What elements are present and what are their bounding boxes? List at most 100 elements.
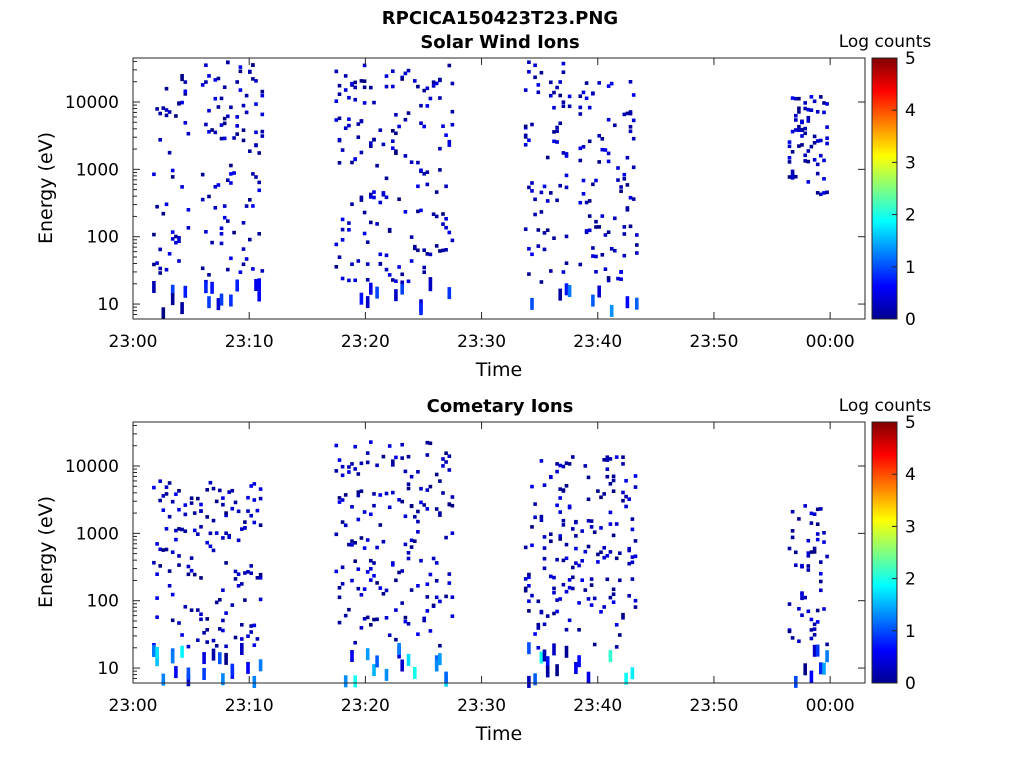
heatmap-cell: [422, 265, 426, 270]
heatmap-cell: [347, 95, 351, 100]
heatmap-cell: [233, 635, 238, 640]
heatmap-cell: [347, 470, 351, 474]
heatmap-cell: [523, 588, 528, 593]
heatmap-cell: [204, 80, 208, 84]
heatmap-cell: [794, 563, 798, 567]
heatmap-cell: [222, 204, 227, 208]
heatmap-cell: [170, 651, 175, 664]
heatmap-cell: [394, 151, 398, 155]
heatmap-cell: [564, 234, 569, 239]
heatmap-cell: [797, 128, 801, 132]
heatmap-cell: [369, 512, 373, 517]
heatmap-cell: [552, 139, 556, 144]
heatmap-cell: [555, 129, 559, 133]
heatmap-cell: [218, 652, 222, 665]
heatmap-cell: [549, 93, 553, 98]
heatmap-cell: [199, 612, 203, 616]
heatmap-cell: [177, 102, 181, 106]
heatmap-cell: [183, 503, 188, 507]
heatmap-cell: [359, 461, 364, 466]
heatmap-cell: [527, 60, 531, 64]
heatmap-cell: [251, 172, 255, 176]
heatmap-cell: [574, 561, 578, 565]
heatmap-cell: [614, 645, 619, 649]
heatmap-cell: [523, 88, 528, 92]
colorbar-title: Log counts: [839, 396, 932, 416]
heatmap-cell: [416, 584, 420, 588]
heatmap-cell: [337, 500, 342, 504]
heatmap-cell: [450, 81, 455, 86]
heatmap-cell: [603, 148, 608, 152]
heatmap-cell: [219, 123, 224, 127]
heatmap-cell: [200, 83, 205, 87]
heatmap-cell: [207, 108, 211, 113]
heatmap-cell: [564, 185, 569, 190]
heatmap-cell: [800, 564, 804, 569]
heatmap-cell: [391, 84, 395, 89]
heatmap-cell: [381, 539, 386, 544]
heatmap-cell: [633, 539, 638, 543]
heatmap-cell: [391, 563, 395, 567]
heatmap-cell: [189, 608, 194, 612]
heatmap-cell: [555, 598, 559, 602]
heatmap-cell: [630, 560, 635, 565]
heatmap-cell: [155, 542, 159, 546]
heatmap-cell: [447, 502, 452, 506]
heatmap-cell: [581, 178, 586, 183]
heatmap-cell: [605, 554, 610, 558]
heatmap-cell: [539, 210, 544, 214]
heatmap-cell: [600, 214, 605, 218]
heatmap-cell: [571, 586, 575, 591]
heatmap-cell: [183, 121, 188, 125]
heatmap-cell: [375, 655, 379, 668]
heatmap-cell: [204, 281, 208, 294]
heatmap-cell: [186, 644, 191, 649]
heatmap-cell: [450, 238, 455, 243]
heatmap-cell: [372, 195, 376, 200]
heatmap-cell: [812, 141, 817, 145]
heatmap-cell: [539, 651, 544, 664]
heatmap-cell: [186, 667, 191, 680]
heatmap-cell: [391, 490, 395, 495]
heatmap-cell: [416, 632, 420, 636]
heatmap-cell: [216, 298, 221, 311]
heatmap-cell: [375, 617, 379, 622]
heatmap-cell: [180, 527, 184, 532]
heatmap-cell: [438, 77, 442, 82]
heatmap-cells: [152, 440, 829, 688]
heatmap-cell: [523, 586, 528, 591]
heatmap-cell: [825, 136, 829, 140]
heatmap-cell: [359, 195, 364, 200]
heatmap-cell: [800, 143, 804, 147]
heatmap-cell: [236, 572, 241, 576]
heatmap-cell: [353, 278, 357, 283]
heatmap-cell: [613, 216, 617, 221]
x-tick-label: 23:00: [109, 332, 158, 352]
heatmap-cell: [235, 124, 239, 128]
heatmap-cell: [397, 197, 401, 201]
heatmap-cell: [350, 539, 354, 543]
heatmap-cell: [624, 672, 628, 685]
heatmap-cell: [564, 461, 569, 465]
plot-frame: [132, 57, 866, 320]
colorbar-tick-label: 4: [905, 101, 916, 121]
heatmap-cell: [627, 497, 631, 501]
heatmap-cell: [825, 125, 829, 129]
heatmap-cell: [397, 570, 401, 575]
heatmap-cell: [803, 595, 807, 600]
heatmap-cell: [806, 119, 811, 123]
heatmap-cell: [204, 63, 208, 67]
heatmap-cell: [558, 496, 562, 500]
heatmap-cell: [608, 457, 613, 461]
heatmap-cell: [158, 479, 162, 483]
heatmap-cell: [350, 202, 354, 206]
heatmap-cell: [592, 642, 597, 647]
heatmap-cell: [530, 297, 534, 310]
heatmap-cell: [619, 189, 623, 193]
heatmap-cell: [359, 292, 364, 305]
heatmap-cell: [438, 146, 442, 151]
heatmap-cell: [628, 80, 633, 84]
heatmap-cell: [549, 191, 553, 195]
x-tick-label: 23:10: [225, 332, 274, 352]
heatmap-cell: [555, 609, 559, 614]
